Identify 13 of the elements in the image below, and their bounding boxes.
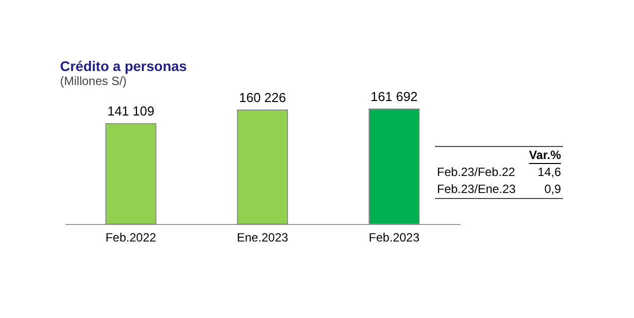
data-label: 161 692 [370,89,418,104]
text: 14,6 [538,164,561,181]
annotation: Feb.23/Ene.23 [437,181,516,198]
text: 0,9 [544,181,561,198]
annotation: Feb.23/Feb.22 [437,164,516,181]
chart-title: Crédito a personas [60,58,188,74]
x-tick-label: Feb.2023 [368,230,420,244]
x-tick-label: Ene.2023 [236,230,289,244]
x-tick-label: Feb.2022 [105,230,157,244]
chart-subtitle: (Millones S/) [60,74,127,88]
text: Var.% [528,148,561,164]
data-label: 141 109 [107,104,154,119]
data-label: 160 226 [239,90,286,106]
